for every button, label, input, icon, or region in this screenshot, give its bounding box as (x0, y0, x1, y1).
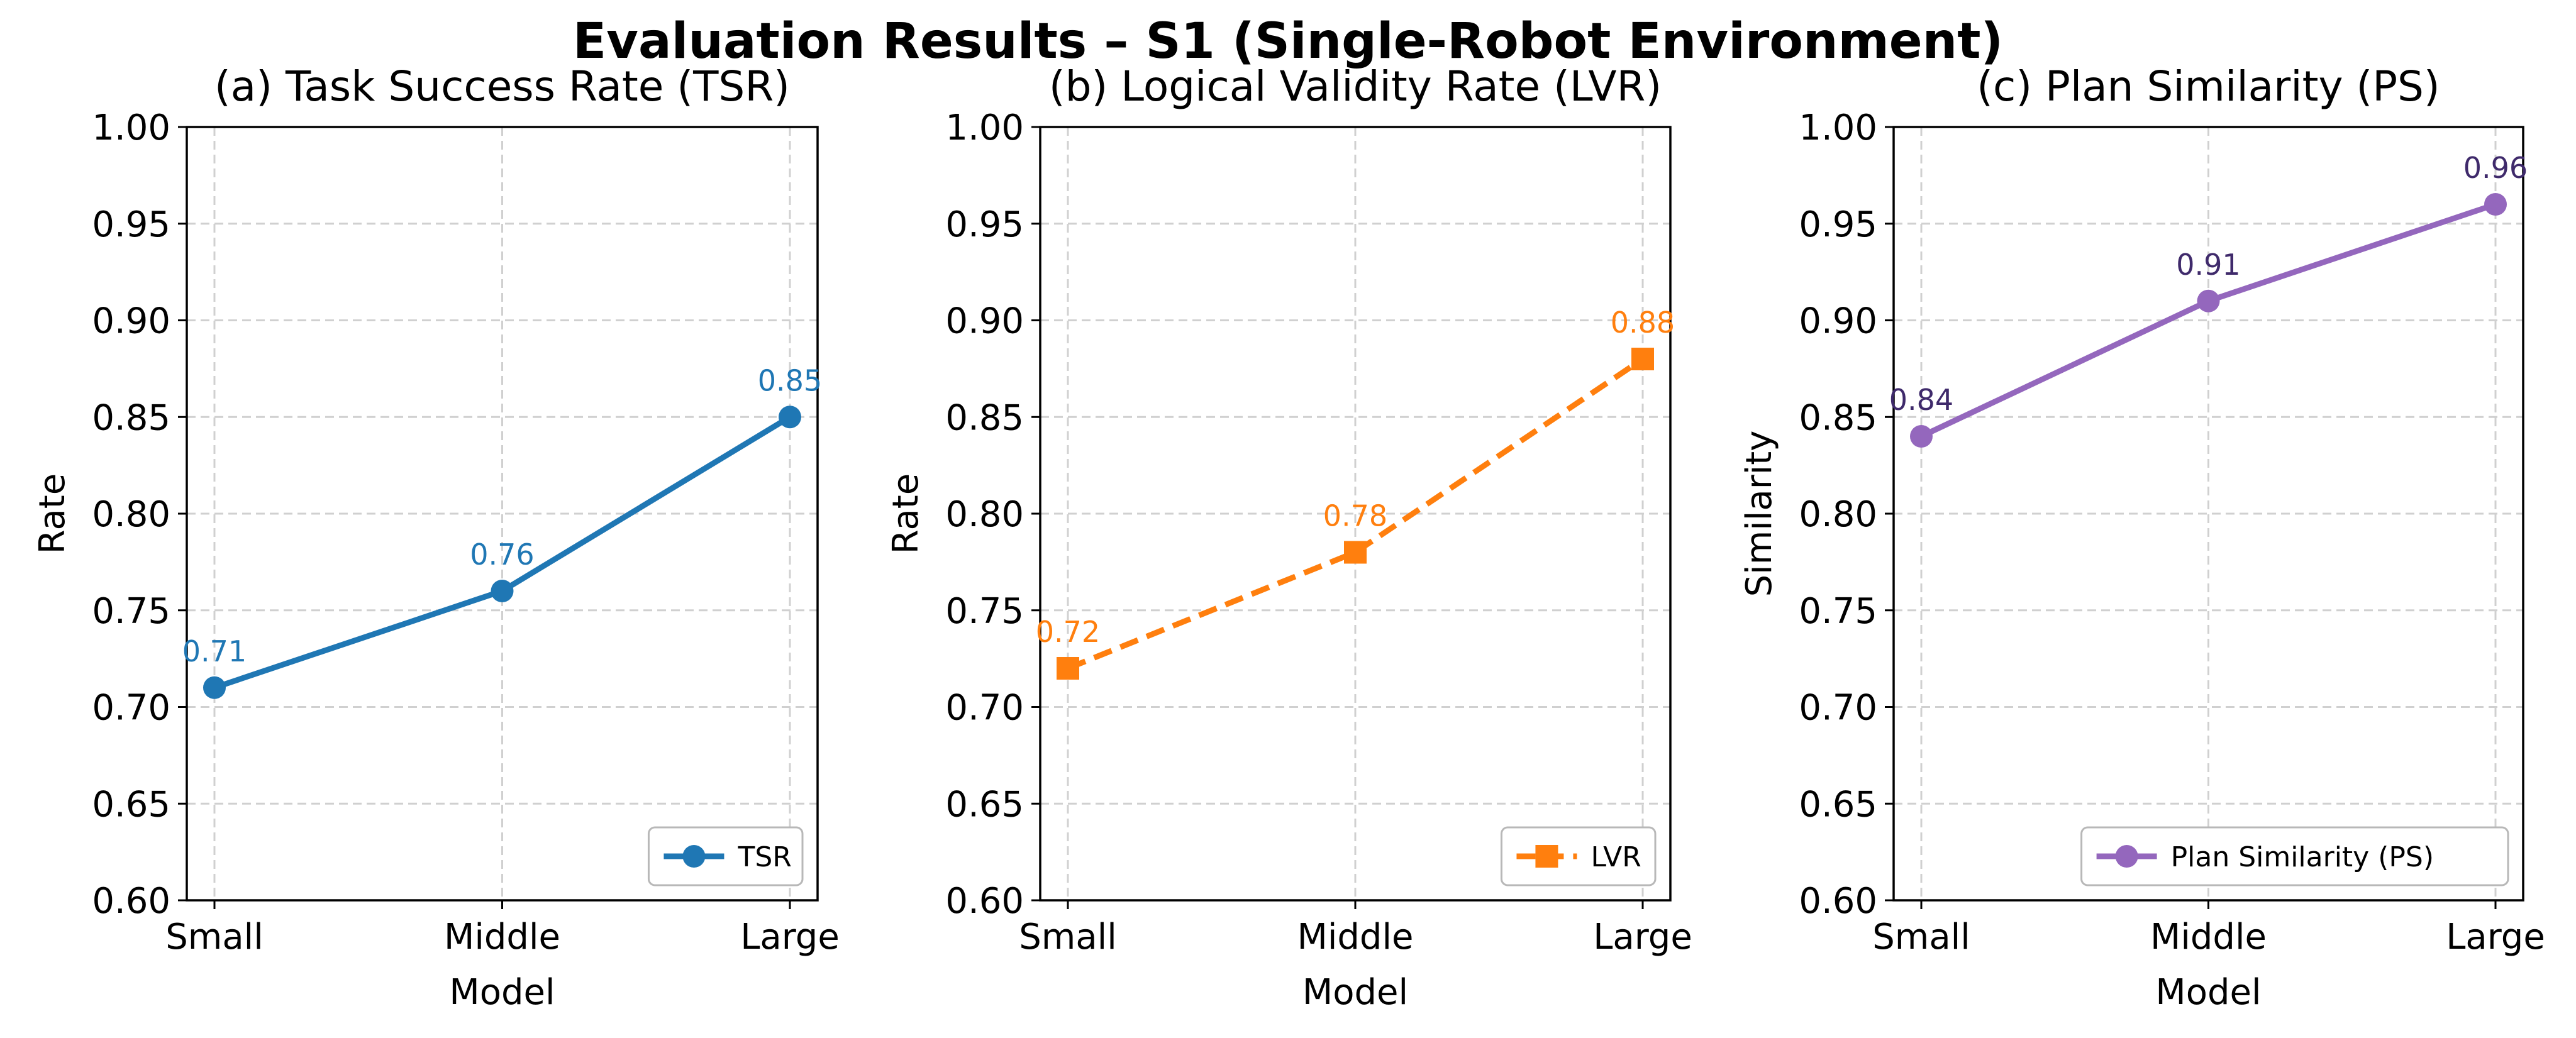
chart-3-legend-label: Plan Similarity (PS) (2171, 841, 2434, 873)
chart-3-legend-marker (2115, 845, 2138, 868)
chart-2-ytick-label: 0.80 (945, 494, 1024, 535)
chart-1-xtick-label: Middle (444, 917, 560, 958)
chart-3-xtick-label: Middle (2150, 917, 2267, 958)
chart-2-xtick-label: Small (1019, 917, 1117, 958)
chart-2-ytick-label: 0.95 (945, 204, 1024, 245)
chart-1-xlabel: Model (449, 972, 555, 1013)
chart-3-xtick-label: Small (1872, 917, 1970, 958)
chart-1-legend-marker (682, 845, 706, 868)
chart-2-title: (b) Logical Validity Rate (LVR) (1049, 62, 1662, 111)
chart-3-legend-box (2080, 826, 2509, 886)
chart-1-ytick-label: 0.80 (92, 494, 170, 535)
figure-title: Evaluation Results – S1 (Single-Robot En… (573, 13, 2003, 70)
chart-1-ytick-label: 0.75 (92, 591, 170, 632)
chart-1-ytick-label: 0.70 (92, 688, 170, 729)
chart-2-xlabel: Model (1302, 972, 1408, 1013)
chart-2-legend-box (1500, 826, 1657, 886)
chart-1-title: (a) Task Success Rate (TSR) (214, 62, 790, 111)
chart-2-axes-frame (1039, 126, 1672, 902)
chart-1-xtick-label: Large (740, 917, 840, 958)
chart-3-ytick-label: 0.60 (1799, 881, 1877, 922)
chart-1-ytick-label: 0.90 (92, 301, 170, 342)
chart-1-ytick-label: 1.00 (92, 108, 170, 148)
chart-2-legend-marker (1535, 845, 1558, 868)
chart-1-data-point (203, 676, 226, 699)
chart-2-data-point (1631, 348, 1654, 370)
chart-2-legend-label: LVR (1591, 841, 1641, 873)
chart-2-ytick-label: 0.60 (945, 881, 1024, 922)
chart-3-ytick-label: 0.80 (1799, 494, 1877, 535)
chart-3-axes-frame (1892, 126, 2524, 902)
chart-3-ytick-label: 0.90 (1799, 301, 1877, 342)
chart-1-axes-frame (186, 126, 819, 902)
chart-3-ytick-label: 1.00 (1799, 108, 1877, 148)
chart-2-data-label: 0.72 (1036, 615, 1100, 649)
chart-1-ytick-label: 0.65 (92, 784, 170, 825)
chart-3-ytick-label: 0.65 (1799, 784, 1877, 825)
chart-1-data-point (779, 406, 801, 429)
chart-2-ytick-label: 1.00 (945, 108, 1024, 148)
chart-1-ytick-label: 0.85 (92, 397, 170, 438)
chart-2-ytick-label: 0.90 (945, 301, 1024, 342)
chart-2-xtick-label: Large (1593, 917, 1692, 958)
chart-2-data-point (1344, 541, 1367, 564)
chart-3-data-point (2484, 193, 2507, 216)
chart-3-ytick-label: 0.95 (1799, 204, 1877, 245)
chart-1-ylabel: Rate (32, 473, 73, 554)
chart-1-legend-label: TSR (737, 841, 791, 873)
chart-1-data-label: 0.85 (758, 363, 822, 397)
chart-3-ytick-label: 0.85 (1799, 397, 1877, 438)
chart-2-series-line (1067, 356, 1645, 671)
chart-1-data-label: 0.71 (182, 634, 247, 668)
chart-3-data-label: 0.84 (1889, 383, 1953, 417)
chart-2-ylabel: Rate (886, 473, 926, 554)
chart-3-data-label: 0.96 (2463, 151, 2528, 185)
chart-1-legend-box (647, 826, 804, 886)
chart-2-ytick-label: 0.75 (945, 591, 1024, 632)
chart-2-data-label: 0.78 (1323, 499, 1387, 533)
chart-1-ytick-label: 0.60 (92, 881, 170, 922)
chart-2-ytick-label: 0.65 (945, 784, 1024, 825)
chart-3-data-point (1910, 425, 1933, 448)
chart-1-data-label: 0.76 (470, 538, 534, 571)
chart-2-ytick-label: 0.70 (945, 688, 1024, 729)
chart-2-ytick-label: 0.85 (945, 397, 1024, 438)
chart-3-ytick-label: 0.75 (1799, 591, 1877, 632)
chart-2-data-point (1057, 657, 1079, 680)
chart-3-title: (c) Plan Similarity (PS) (1977, 62, 2440, 111)
chart-2-xtick-label: Middle (1297, 917, 1414, 958)
chart-2-data-label: 0.88 (1611, 306, 1675, 340)
chart-3-data-label: 0.91 (2176, 248, 2240, 282)
chart-3-xlabel: Model (2155, 972, 2261, 1013)
chart-1-ytick-label: 0.95 (92, 204, 170, 245)
chart-1-xtick-label: Small (165, 917, 264, 958)
chart-1-data-point (491, 580, 514, 602)
chart-3-xtick-label: Large (2446, 917, 2545, 958)
chart-3-data-point (2197, 289, 2220, 312)
chart-3-ytick-label: 0.70 (1799, 688, 1877, 729)
chart-3-ylabel: Similarity (1739, 431, 1780, 597)
